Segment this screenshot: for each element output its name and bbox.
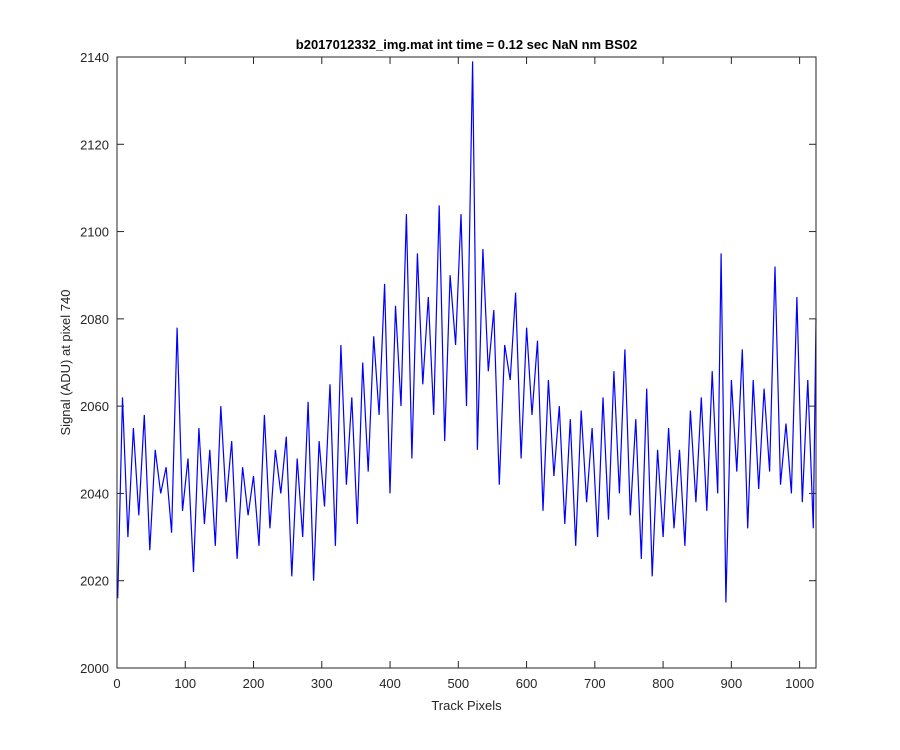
axes-box <box>116 56 817 669</box>
y-axis-label: Signal (ADU) at pixel 740 <box>58 290 73 436</box>
y-tick-label-2000: 2000 <box>80 661 109 676</box>
x-tick-label-700: 700 <box>584 676 606 691</box>
series-line-0 <box>117 61 817 603</box>
y-tick-label-2140: 2140 <box>80 50 109 65</box>
x-tick-label-100: 100 <box>174 676 196 691</box>
y-axis: 2000 2020 2040 2060 2080 2100 2120 2140 <box>80 50 816 676</box>
y-tick-label-2060: 2060 <box>80 399 109 414</box>
series-layer <box>117 61 817 603</box>
plot-area <box>117 57 816 668</box>
x-tick-label-200: 200 <box>243 676 265 691</box>
x-tick-label-300: 300 <box>311 676 333 691</box>
x-tick-label-1000: 1000 <box>785 676 814 691</box>
y-tick-label-2040: 2040 <box>80 486 109 501</box>
y-tick-label-2020: 2020 <box>80 574 109 589</box>
chart-title: b2017012332_img.mat int time = 0.12 sec … <box>296 37 637 52</box>
x-axis: 0 100 200 300 400 500 600 700 800 900 1000 <box>113 57 814 691</box>
x-tick-label-400: 400 <box>379 676 401 691</box>
y-tick-label-2080: 2080 <box>80 312 109 327</box>
x-tick-label-500: 500 <box>447 676 469 691</box>
y-tick-label-2100: 2100 <box>80 225 109 240</box>
x-tick-label-900: 900 <box>721 676 743 691</box>
x-axis-label: Track Pixels <box>431 698 502 713</box>
x-tick-label-600: 600 <box>516 676 538 691</box>
x-tick-label-0: 0 <box>113 676 120 691</box>
x-tick-label-800: 800 <box>652 676 674 691</box>
y-tick-label-2120: 2120 <box>80 137 109 152</box>
